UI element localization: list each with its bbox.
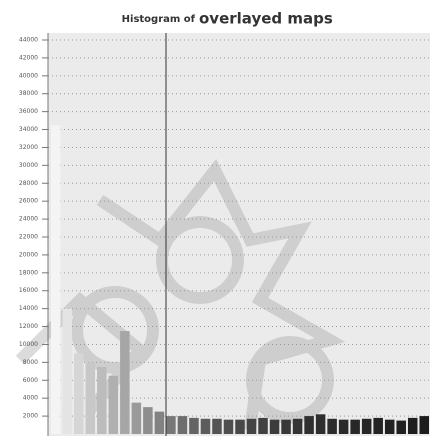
y-tick-label: 14000 [19,305,38,312]
bar [419,416,429,434]
bar [212,418,222,434]
bar [292,418,303,434]
y-tick-label: 2000 [23,413,38,420]
y-tick-label: 30000 [19,162,38,169]
y-tick-label: 38000 [19,90,38,97]
y-tick-label: 18000 [19,269,38,276]
plot-area [48,33,430,436]
bar [361,418,372,434]
y-tick-label: 26000 [19,198,38,205]
y-tick-label: 40000 [19,72,38,79]
bar [338,419,349,434]
y-tick-label: 16000 [19,287,38,294]
bar [177,416,188,434]
y-tick-label: 8000 [23,359,38,366]
bar [407,417,418,434]
chart-title: overlayed maps [199,10,333,28]
bar [235,419,245,434]
y-tick-label: 20000 [19,251,38,258]
bar [384,419,395,434]
bar [166,416,176,434]
bar [304,416,314,434]
bar [51,125,61,435]
y-tick-label: 32000 [19,144,38,151]
bar [62,308,73,434]
bar [85,362,96,434]
y-tick-label: 36000 [19,108,38,115]
bar [143,407,153,434]
bar [258,417,268,434]
bar [154,411,165,434]
bar [350,419,360,434]
bar [281,419,291,434]
y-tick-label: 44000 [19,37,38,44]
bar [131,402,142,434]
y-tick-label: 34000 [19,126,38,133]
bar [189,417,199,434]
chart-title: Histogram of [122,14,196,25]
bar [200,418,211,434]
bar [327,418,337,434]
bar [120,331,130,434]
bar [246,418,257,434]
y-tick-label: 4000 [23,395,38,402]
y-tick-label: 24000 [19,216,38,223]
y-tick-label: 22000 [19,234,38,241]
bar [315,414,326,434]
bar [97,366,107,434]
bar [373,417,383,434]
bar [74,353,84,434]
bar [223,419,234,434]
y-tick-label: 10000 [19,341,38,348]
y-tick-label: 6000 [23,377,38,384]
y-tick-label: 12000 [19,323,38,330]
bar [396,420,406,434]
y-tick-label: 28000 [19,180,38,187]
bar [108,375,119,434]
bar [269,419,280,434]
y-tick-label: 42000 [19,54,38,61]
